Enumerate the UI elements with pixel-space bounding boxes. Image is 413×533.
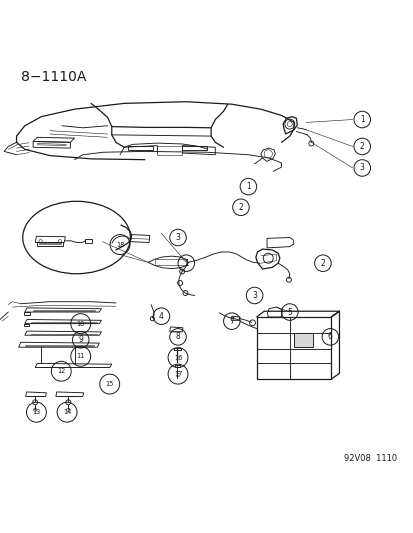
Text: 5: 5 (287, 308, 292, 317)
Text: 1: 1 (183, 259, 188, 268)
Text: 17: 17 (173, 371, 182, 377)
Text: 15: 15 (105, 381, 114, 387)
Text: 7: 7 (229, 317, 234, 326)
Text: 3: 3 (252, 291, 256, 300)
Text: 92V08  1110: 92V08 1110 (344, 454, 396, 463)
Text: 18: 18 (116, 241, 124, 247)
Text: 3: 3 (175, 233, 180, 242)
Text: 6: 6 (327, 333, 332, 341)
Text: 1: 1 (245, 182, 250, 191)
Text: 2: 2 (320, 259, 325, 268)
Text: 12: 12 (57, 368, 65, 374)
Text: 9: 9 (78, 335, 83, 344)
Text: 8−1110A: 8−1110A (21, 70, 86, 84)
Polygon shape (293, 333, 312, 347)
Text: 2: 2 (238, 203, 243, 212)
Text: 2: 2 (359, 142, 364, 151)
Text: 13: 13 (32, 409, 40, 415)
Text: 11: 11 (76, 353, 85, 359)
Text: 1: 1 (359, 115, 364, 124)
Text: 8: 8 (175, 333, 180, 341)
Text: 16: 16 (173, 354, 182, 361)
Text: 3: 3 (359, 164, 364, 173)
Text: 4: 4 (159, 312, 164, 321)
Text: 10: 10 (76, 321, 85, 327)
Text: 14: 14 (63, 409, 71, 415)
